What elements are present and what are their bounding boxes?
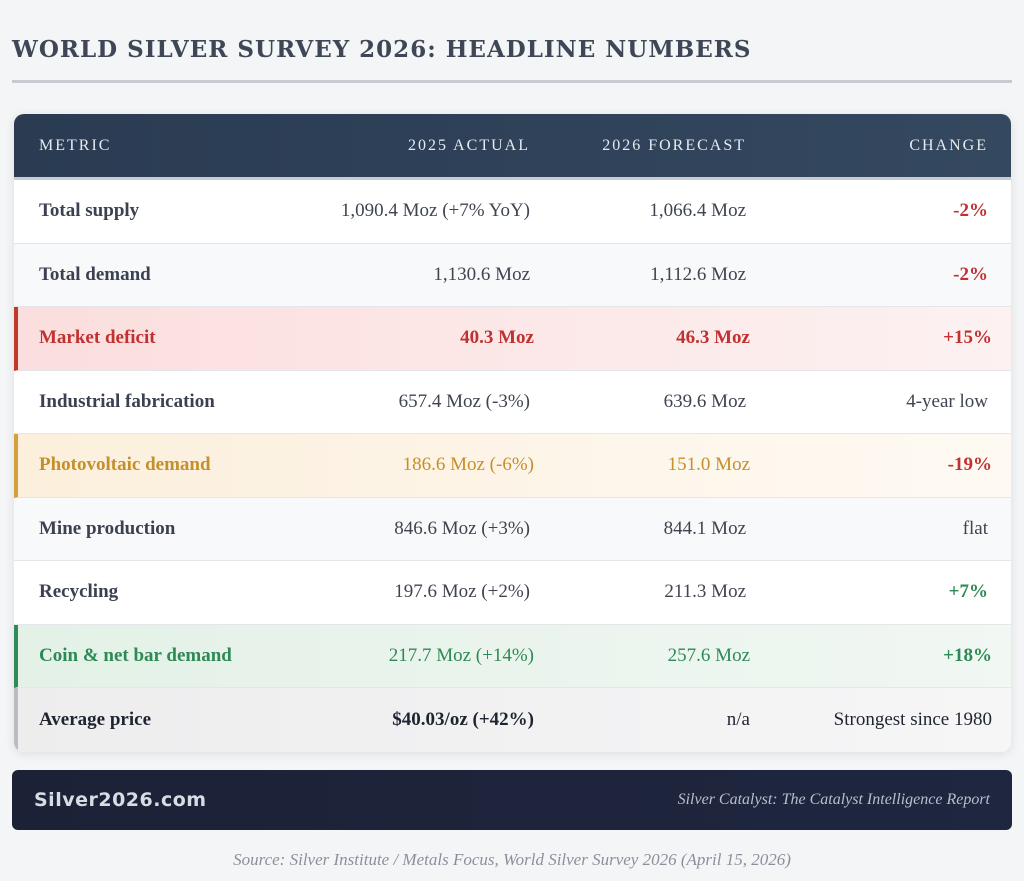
cell-actual: 40.3 Moz [460, 327, 534, 349]
cell-forecast: 46.3 Moz [676, 327, 750, 349]
cell-actual: 1,090.4 Moz (+7% YoY) [340, 200, 530, 222]
cell-forecast: 1,066.4 Moz [649, 200, 746, 222]
source-note: Source: Silver Institute / Metals Focus,… [233, 850, 791, 869]
cell-change: -2% [953, 200, 988, 222]
header-2026-forecast: 2026 FORECAST [602, 136, 746, 154]
header-2025-actual: 2025 ACTUAL [408, 136, 530, 154]
cell-metric: Mine production [39, 517, 176, 539]
cell-metric: Market deficit [39, 327, 156, 349]
cell-forecast: 257.6 Moz [667, 644, 750, 666]
cell-actual: 657.4 Moz (-3%) [398, 390, 530, 412]
cell-change: -19% [947, 454, 992, 476]
cell-metric: Total demand [39, 263, 151, 285]
cell-metric: Total supply [39, 200, 140, 222]
footer-tagline: Silver Catalyst: The Catalyst Intelligen… [677, 791, 990, 808]
headline-table: METRIC 2025 ACTUAL 2026 FORECAST CHANGE … [14, 114, 1011, 752]
title-divider [12, 80, 1012, 83]
header-metric: METRIC [39, 136, 112, 154]
table-row-highlight-price: Average price $40.03/oz (+42%) n/a Stron… [14, 688, 1011, 752]
cell-actual: 186.6 Moz (-6%) [402, 454, 534, 476]
cell-forecast: 211.3 Moz [664, 581, 746, 603]
cell-forecast: 151.0 Moz [667, 454, 750, 476]
cell-change: +7% [948, 581, 988, 603]
cell-change: Strongest since 1980 [833, 708, 992, 730]
page-title: WORLD SILVER SURVEY 2026: HEADLINE NUMBE… [12, 36, 752, 63]
table-row: Total demand 1,130.6 Moz 1,112.6 Moz -2% [14, 243, 1011, 307]
cell-change: +15% [943, 327, 992, 349]
cell-metric: Industrial fabrication [39, 390, 215, 412]
table-row: Mine production 846.6 Moz (+3%) 844.1 Mo… [14, 497, 1011, 561]
footer-banner: Silver2026.com Silver Catalyst: The Cata… [12, 770, 1012, 830]
cell-actual: 1,130.6 Moz [433, 263, 530, 285]
cell-metric: Average price [39, 708, 152, 730]
table-row-highlight-coin-bar: Coin & net bar demand 217.7 Moz (+14%) 2… [14, 624, 1011, 688]
cell-change: 4-year low [906, 390, 988, 412]
cell-forecast: 844.1 Moz [663, 517, 746, 539]
cell-change: +18% [943, 644, 992, 666]
cell-actual: 846.6 Moz (+3%) [394, 517, 530, 539]
cell-forecast: 639.6 Moz [663, 390, 746, 412]
table-row-highlight-photovoltaic: Photovoltaic demand 186.6 Moz (-6%) 151.… [14, 434, 1011, 498]
cell-metric: Recycling [39, 581, 119, 603]
cell-change: -2% [953, 263, 988, 285]
table-header: METRIC 2025 ACTUAL 2026 FORECAST CHANGE [14, 114, 1011, 180]
cell-metric: Coin & net bar demand [39, 644, 232, 666]
cell-forecast: n/a [726, 708, 750, 730]
table-row: Industrial fabrication 657.4 Moz (-3%) 6… [14, 370, 1011, 434]
cell-change: flat [962, 517, 988, 539]
brand-link[interactable]: Silver2026.com [34, 789, 207, 811]
cell-actual: 197.6 Moz (+2%) [394, 581, 530, 603]
cell-actual: $40.03/oz (+42%) [392, 708, 534, 730]
cell-actual: 217.7 Moz (+14%) [388, 644, 534, 666]
table-row-highlight-deficit: Market deficit 40.3 Moz 46.3 Moz +15% [14, 307, 1011, 371]
table-row: Total supply 1,090.4 Moz (+7% YoY) 1,066… [14, 180, 1011, 244]
header-change: CHANGE [909, 136, 988, 154]
table-row: Recycling 197.6 Moz (+2%) 211.3 Moz +7% [14, 561, 1011, 625]
cell-forecast: 1,112.6 Moz [650, 263, 746, 285]
cell-metric: Photovoltaic demand [39, 454, 211, 476]
